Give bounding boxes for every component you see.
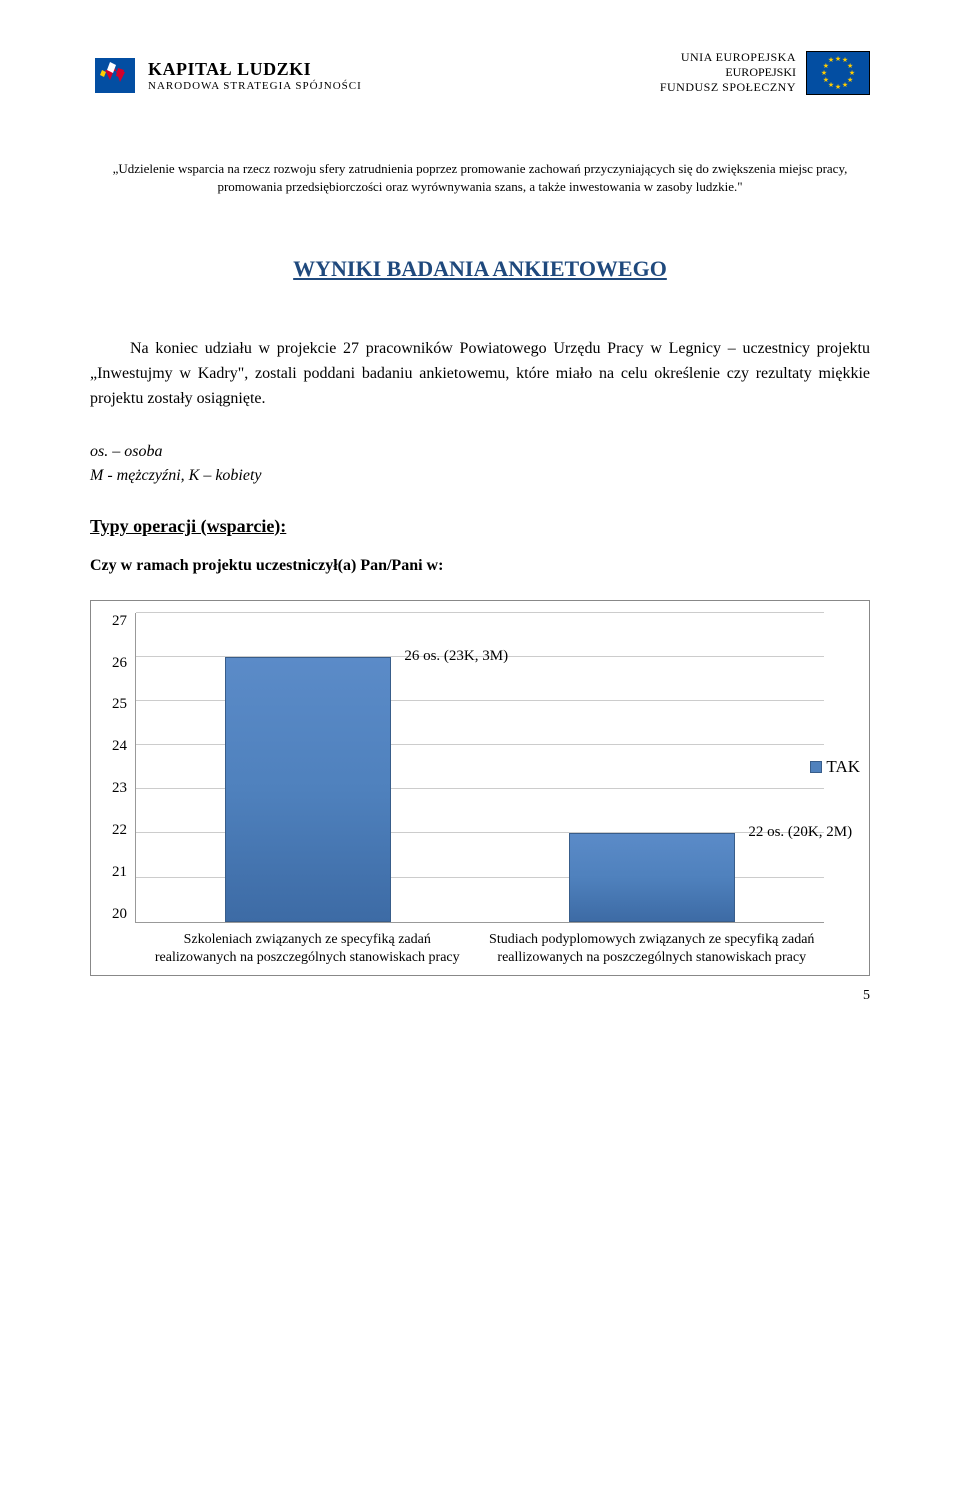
y-axis: 27 26 25 24 23 22 21 20: [103, 613, 135, 923]
question-text: Czy w ramach projektu uczestniczył(a) Pa…: [90, 557, 870, 575]
logo-left-subtitle: NARODOWA STRATEGIA SPÓJNOŚCI: [148, 80, 362, 92]
x-axis-labels: Szkoleniach związanych ze specyfiką zada…: [135, 931, 824, 967]
legend-label: TAK: [826, 757, 860, 777]
bar-chart: 2726252423222120 TAK 26 os. (23K, 3M)22 …: [90, 600, 870, 976]
section-heading: Typy operacji (wsparcie):: [90, 516, 870, 537]
abbreviation-legend: os. – osoba M - mężczyźni, K – kobiety: [90, 440, 870, 488]
y-tick: 25: [112, 696, 127, 713]
plot-area: TAK 26 os. (23K, 3M)22 os. (20K, 2M): [135, 613, 824, 923]
logo-right-text: UNIA EUROPEJSKA EUROPEJSKI FUNDUSZ SPOŁE…: [660, 50, 796, 95]
logo-right-line3: FUNDUSZ SPOŁECZNY: [660, 80, 796, 95]
logo-left-text: KAPITAŁ LUDZKI NARODOWA STRATEGIA SPÓJNO…: [148, 59, 362, 92]
y-tick: 24: [112, 738, 127, 755]
chart-legend: TAK: [810, 757, 860, 777]
legend-swatch: [810, 761, 822, 773]
logo-right-line1: UNIA EUROPEJSKA: [660, 50, 796, 65]
logo-right-line2: EUROPEJSKI: [660, 65, 796, 80]
y-tick: 26: [112, 655, 127, 672]
abbrev-line1: os. – osoba: [90, 443, 162, 460]
main-heading: WYNIKI BADANIA ANKIETOWEGO: [90, 256, 870, 282]
logo-left-title: KAPITAŁ LUDZKI: [148, 59, 362, 80]
x-label: Studiach podyplomowych związanych ze spe…: [480, 931, 825, 967]
quote-text: „Udzielenie wsparcia na rzecz rozwoju sf…: [90, 160, 870, 196]
x-label: Szkoleniach związanych ze specyfiką zada…: [135, 931, 480, 967]
page-number: 5: [90, 988, 870, 1004]
y-tick: 22: [112, 822, 127, 839]
body-paragraph: Na koniec udziału w projekcie 27 pracown…: [90, 337, 870, 411]
logo-left: KAPITAŁ LUDZKI NARODOWA STRATEGIA SPÓJNO…: [90, 50, 362, 100]
y-tick: 21: [112, 864, 127, 881]
bar-label: 22 os. (20K, 2M): [748, 824, 852, 841]
bar-label: 26 os. (23K, 3M): [404, 648, 508, 665]
logo-right: UNIA EUROPEJSKA EUROPEJSKI FUNDUSZ SPOŁE…: [660, 50, 870, 95]
bar: [225, 657, 390, 922]
y-tick: 23: [112, 780, 127, 797]
eu-flag-icon: ★★★★★★★★★★★★: [806, 51, 870, 95]
y-tick: 27: [112, 613, 127, 630]
bar: [569, 833, 734, 921]
abbrev-line2: M - mężczyźni, K – kobiety: [90, 467, 262, 484]
y-tick: 20: [112, 906, 127, 923]
header: KAPITAŁ LUDZKI NARODOWA STRATEGIA SPÓJNO…: [90, 50, 870, 100]
kapital-ludzki-icon: [90, 50, 140, 100]
